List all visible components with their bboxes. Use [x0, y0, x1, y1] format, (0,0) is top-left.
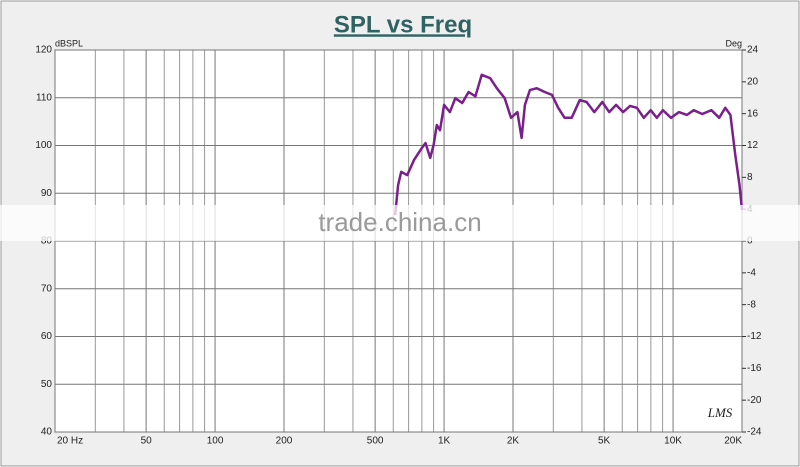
y2-tick-label: -24 — [747, 427, 762, 438]
x-tick-label: 50 — [141, 436, 153, 447]
y2-tick-label: 12 — [747, 140, 759, 151]
y2-tick-label: -12 — [747, 331, 762, 342]
y-tick-label: 100 — [35, 140, 52, 151]
x-tick-label: 10K — [664, 436, 682, 447]
y-tick-label: 50 — [41, 379, 53, 390]
y2-tick-label: -16 — [747, 363, 762, 374]
watermark-band — [0, 205, 800, 241]
y2-tick-label: -4 — [747, 267, 756, 278]
watermark: trade.china.cn — [318, 207, 481, 237]
x-tick-label: 500 — [367, 436, 384, 447]
y2-tick-label: 24 — [747, 45, 759, 56]
x-tick-label: 5K — [598, 436, 611, 447]
chart-title: SPL vs Freq — [334, 11, 472, 38]
y2-tick-label: 16 — [747, 108, 759, 119]
y-axis-label: dBSPL — [55, 38, 83, 48]
y-tick-label: 40 — [41, 427, 53, 438]
logo: LMS — [707, 405, 733, 420]
x-tick-label: 1K — [438, 436, 451, 447]
y2-tick-label: -20 — [747, 395, 762, 406]
x-tick-label: 2K — [507, 436, 520, 447]
y-tick-label: 80 — [41, 236, 53, 247]
y-tick-label: 70 — [41, 283, 53, 294]
y-tick-label: 110 — [36, 92, 52, 103]
y2-tick-label: 20 — [747, 76, 759, 87]
y-tick-label: 60 — [41, 331, 53, 342]
y-tick-label: 120 — [35, 45, 52, 56]
x-tick-label: 20K — [724, 436, 742, 447]
series-line — [393, 73, 744, 216]
x-tick-label: 200 — [276, 436, 293, 447]
y2-tick-label: 0 — [747, 236, 753, 247]
x-tick-label: 100 — [207, 436, 224, 447]
y2-axis-label: Deg — [725, 38, 742, 48]
y2-tick-label: 8 — [747, 172, 753, 183]
y-tick-label: 90 — [41, 188, 53, 199]
x-tick-label: 20 Hz — [57, 436, 83, 447]
y2-tick-label: -8 — [747, 299, 756, 310]
